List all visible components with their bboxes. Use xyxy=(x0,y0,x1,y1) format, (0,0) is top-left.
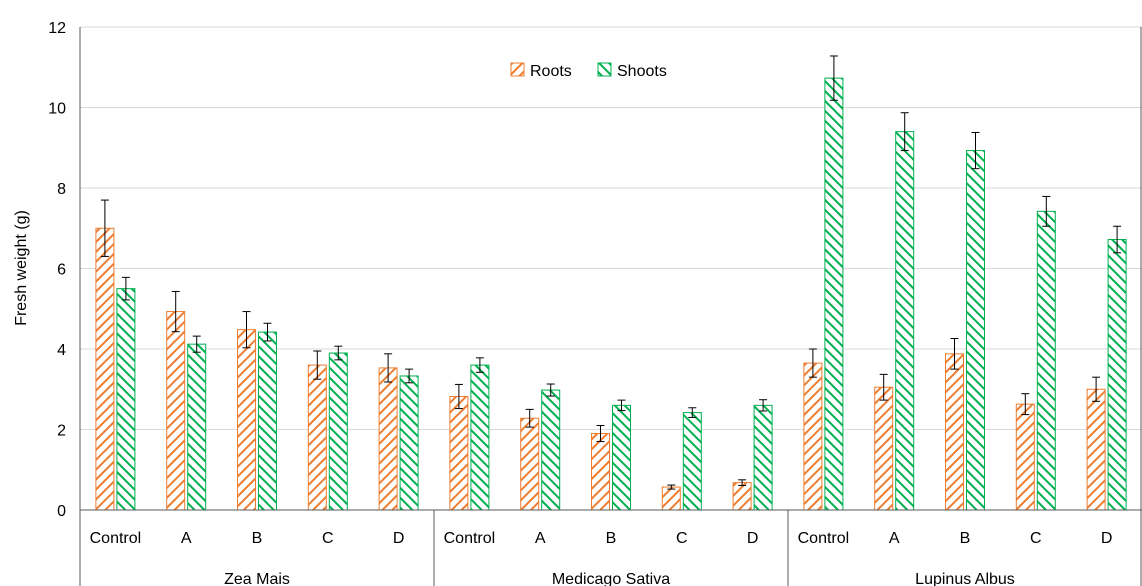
axes xyxy=(79,27,1142,586)
bar-roots xyxy=(378,367,398,511)
bar-roots xyxy=(520,417,540,511)
legend-label-roots: Roots xyxy=(530,63,572,80)
bar-shoots xyxy=(612,404,631,511)
x-category-label: D xyxy=(747,530,759,547)
x-category-label: C xyxy=(1030,530,1042,547)
x-category-label: Control xyxy=(90,530,142,547)
bar-shoots xyxy=(966,150,985,511)
bar-shoots xyxy=(682,412,702,511)
x-category-label: C xyxy=(676,530,688,547)
bar-roots xyxy=(732,482,752,511)
x-group-label: Medicago Sativa xyxy=(552,571,670,586)
bar-shoots xyxy=(753,404,773,511)
x-group-label: Zea Mais xyxy=(224,571,290,586)
bar-roots xyxy=(307,364,327,511)
error-bars xyxy=(100,55,1122,490)
y-tick-label: 2 xyxy=(57,423,66,440)
bar-shoots xyxy=(1107,239,1127,511)
bar-roots xyxy=(1086,388,1106,511)
bar-shoots xyxy=(895,131,915,511)
bar-roots xyxy=(449,395,469,511)
x-category-label: B xyxy=(960,530,971,547)
bar-shoots xyxy=(541,389,561,511)
y-tick-label: 6 xyxy=(57,262,66,279)
bar-roots xyxy=(237,329,256,511)
x-category-label: D xyxy=(393,530,405,547)
legend: Roots Shoots xyxy=(510,62,667,80)
bar-shoots xyxy=(1036,210,1056,511)
bar-shoots xyxy=(187,343,207,511)
bars xyxy=(95,77,1127,511)
y-tick-labels: 0 2 4 6 8 10 12 xyxy=(48,20,66,520)
legend-swatch-roots xyxy=(510,62,525,77)
x-category-label: B xyxy=(606,530,617,547)
legend-item-shoots: Shoots xyxy=(597,62,667,80)
bar-roots xyxy=(661,486,681,511)
x-category-label: A xyxy=(181,530,192,547)
gridlines xyxy=(80,26,1142,430)
bar-roots xyxy=(874,386,894,511)
x-category-label: D xyxy=(1101,530,1113,547)
bar-roots xyxy=(945,353,964,511)
x-category-label: A xyxy=(535,530,546,547)
bar-roots xyxy=(95,227,115,511)
bar-roots xyxy=(591,433,610,511)
y-tick-label: 12 xyxy=(48,20,66,37)
bar-roots xyxy=(1015,403,1035,511)
x-group-labels: Zea Mais Medicago Sativa Lupinus Albus xyxy=(224,571,1015,586)
x-category-label: B xyxy=(252,530,263,547)
legend-item-roots: Roots xyxy=(510,62,572,80)
y-tick-label: 4 xyxy=(57,342,66,359)
x-category-label: Control xyxy=(444,530,496,547)
x-group-label: Lupinus Albus xyxy=(915,571,1015,586)
bar-shoots xyxy=(328,352,348,511)
bar-shoots xyxy=(824,77,844,511)
bar-shoots xyxy=(258,331,277,511)
x-category-label: C xyxy=(322,530,334,547)
x-category-label: Control xyxy=(798,530,850,547)
y-tick-label: 10 xyxy=(48,101,66,118)
bar-shoots xyxy=(470,364,490,511)
y-tick-label: 8 xyxy=(57,181,66,198)
bar-shoots xyxy=(399,375,419,511)
bar-shoots xyxy=(116,288,136,511)
legend-swatch-shoots xyxy=(597,62,612,77)
bar-roots xyxy=(803,362,823,511)
x-category-labels: Control A B C D Control A B C D Control A B C D xyxy=(90,530,1113,547)
x-category-label: A xyxy=(889,530,900,547)
y-tick-label: 0 xyxy=(57,503,66,520)
legend-label-shoots: Shoots xyxy=(617,63,667,80)
bar-roots xyxy=(166,311,186,511)
y-axis-title: Fresh weight (g) xyxy=(13,210,30,326)
